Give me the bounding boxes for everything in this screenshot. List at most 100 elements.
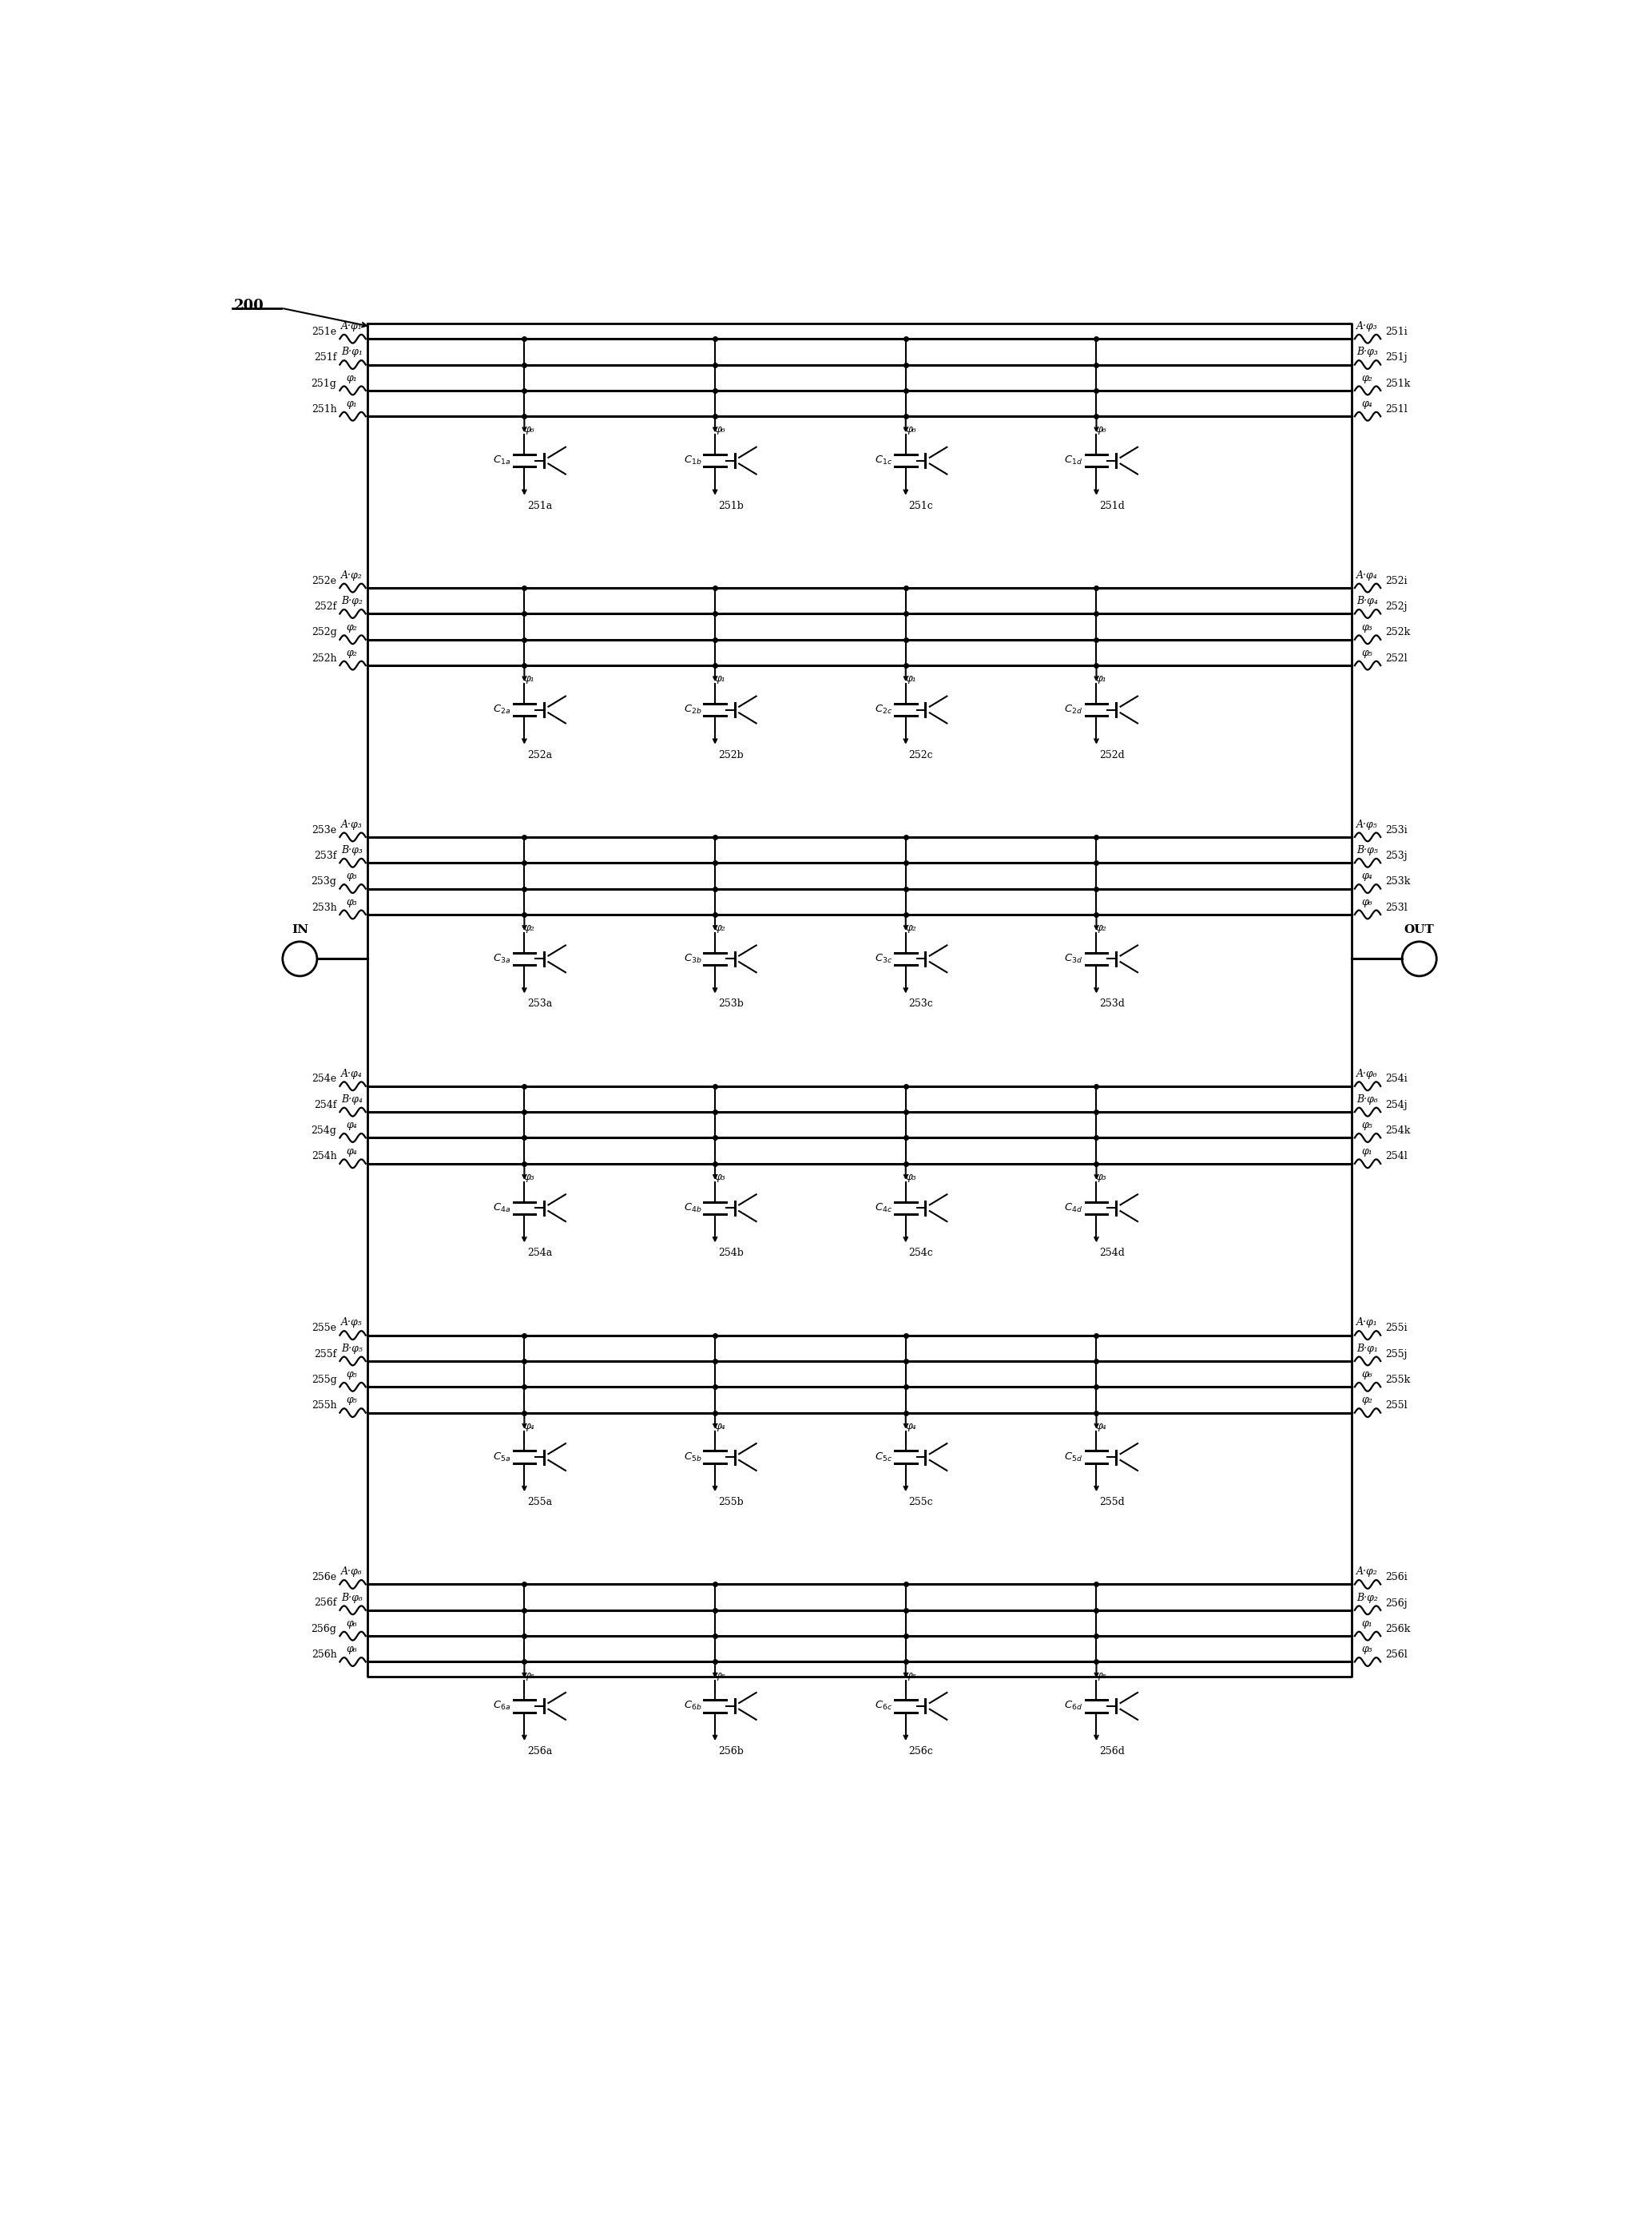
Text: φ₃: φ₃ [347,896,357,908]
Text: 251b: 251b [719,501,743,510]
Text: 254d: 254d [1100,1247,1125,1258]
Text: B·φ₂: B·φ₂ [342,597,363,606]
Text: 254b: 254b [719,1247,743,1258]
Text: B·φ₄: B·φ₄ [1356,597,1378,606]
Text: 253e: 253e [312,825,337,834]
Text: φ₅: φ₅ [524,1671,535,1680]
Text: B·φ₂: B·φ₂ [1356,1593,1378,1602]
Text: $C_{3c}$: $C_{3c}$ [874,952,892,965]
Text: 253j: 253j [1386,850,1408,861]
Text: 255j: 255j [1386,1349,1408,1360]
Text: 253h: 253h [311,903,337,912]
Text: $C_{2d}$: $C_{2d}$ [1064,703,1082,717]
Text: φ₄: φ₄ [347,1121,357,1129]
Text: φ₆: φ₆ [1361,896,1373,908]
Text: 254h: 254h [311,1152,337,1163]
Text: 254a: 254a [527,1247,552,1258]
Text: φ₃: φ₃ [347,870,357,881]
Text: φ₅: φ₅ [1095,1671,1107,1680]
Text: 256f: 256f [314,1598,337,1609]
Text: φ₂: φ₂ [1095,923,1107,932]
Text: 252i: 252i [1386,575,1408,586]
Text: B·φ₆: B·φ₆ [342,1593,363,1602]
Text: 251k: 251k [1386,377,1411,388]
Text: B·φ₁: B·φ₁ [1356,1342,1378,1354]
Text: 251i: 251i [1386,326,1408,337]
Text: 256e: 256e [312,1571,337,1582]
Text: 256j: 256j [1386,1598,1408,1609]
Text: φ₃: φ₃ [714,1172,725,1183]
Text: $C_{2a}$: $C_{2a}$ [492,703,510,717]
Text: φ₂: φ₂ [1361,373,1373,384]
Text: 254e: 254e [312,1074,337,1085]
Text: $C_{5d}$: $C_{5d}$ [1064,1451,1082,1462]
Text: 251h: 251h [311,404,337,415]
Text: 255d: 255d [1100,1498,1125,1507]
Text: φ₃: φ₃ [1361,1644,1373,1655]
Text: B·φ₃: B·φ₃ [1356,346,1378,357]
Text: $C_{5c}$: $C_{5c}$ [874,1451,892,1462]
Text: 253b: 253b [719,999,743,1010]
Text: φ₅: φ₅ [347,1369,357,1380]
Text: 254i: 254i [1386,1074,1408,1085]
Text: φ₄: φ₄ [1361,870,1373,881]
Text: φ₅: φ₅ [905,1671,917,1680]
Text: φ₄: φ₄ [347,1145,357,1156]
Text: 253k: 253k [1386,877,1411,888]
Text: 255h: 255h [312,1400,337,1411]
Text: 256a: 256a [527,1746,552,1757]
Text: $C_{1b}$: $C_{1b}$ [684,455,702,466]
Text: $C_{2b}$: $C_{2b}$ [684,703,702,717]
Text: φ₆: φ₆ [905,424,917,435]
Text: A·φ₄: A·φ₄ [1356,570,1378,581]
Text: B·φ₄: B·φ₄ [342,1094,363,1105]
Text: 253d: 253d [1100,999,1125,1010]
Text: 254g: 254g [311,1125,337,1136]
Text: φ₂: φ₂ [1361,1396,1373,1405]
Text: 252d: 252d [1100,750,1125,761]
Text: 255a: 255a [527,1498,552,1507]
Text: 253a: 253a [527,999,552,1010]
Text: 251g: 251g [311,377,337,388]
Text: φ₁: φ₁ [1095,672,1107,683]
Text: 251c: 251c [909,501,933,510]
Text: OUT: OUT [1404,925,1434,936]
Text: $C_{6d}$: $C_{6d}$ [1064,1700,1082,1713]
Text: $C_{4c}$: $C_{4c}$ [874,1203,892,1214]
Text: $C_{6a}$: $C_{6a}$ [492,1700,510,1713]
Text: φ₂: φ₂ [347,621,357,632]
Text: A·φ₅: A·φ₅ [342,1318,363,1327]
Text: 252c: 252c [909,750,933,761]
Text: A·φ₆: A·φ₆ [1356,1067,1378,1078]
Text: 253l: 253l [1386,903,1408,912]
Text: $C_{4a}$: $C_{4a}$ [492,1203,510,1214]
Text: 251a: 251a [527,501,552,510]
Text: 255l: 255l [1386,1400,1408,1411]
Text: 255e: 255e [312,1323,337,1334]
Text: φ₁: φ₁ [524,672,535,683]
Text: φ₁: φ₁ [1361,1618,1373,1629]
Text: A·φ₂: A·φ₂ [1356,1567,1378,1578]
Text: φ₆: φ₆ [714,424,725,435]
Text: 253f: 253f [314,850,337,861]
Text: φ₆: φ₆ [1361,1369,1373,1380]
Text: φ₂: φ₂ [905,923,917,932]
Text: $C_{4d}$: $C_{4d}$ [1064,1203,1082,1214]
Text: φ₂: φ₂ [347,648,357,659]
Text: 254l: 254l [1386,1152,1408,1163]
Text: A·φ₅: A·φ₅ [1356,819,1378,830]
Text: φ₄: φ₄ [905,1420,917,1431]
Text: 252k: 252k [1386,628,1411,637]
Text: B·φ₅: B·φ₅ [342,1342,363,1354]
Text: φ₅: φ₅ [347,1396,357,1405]
Text: φ₂: φ₂ [714,923,725,932]
Text: φ₅: φ₅ [1361,648,1373,659]
Text: 252g: 252g [311,628,337,637]
Text: A·φ₆: A·φ₆ [342,1567,363,1578]
Text: 252f: 252f [314,601,337,612]
Text: B·φ₆: B·φ₆ [1356,1094,1378,1105]
Text: B·φ₁: B·φ₁ [342,346,363,357]
Text: 256g: 256g [311,1624,337,1633]
Text: φ₃: φ₃ [524,1172,535,1183]
Text: φ₆: φ₆ [1095,424,1107,435]
